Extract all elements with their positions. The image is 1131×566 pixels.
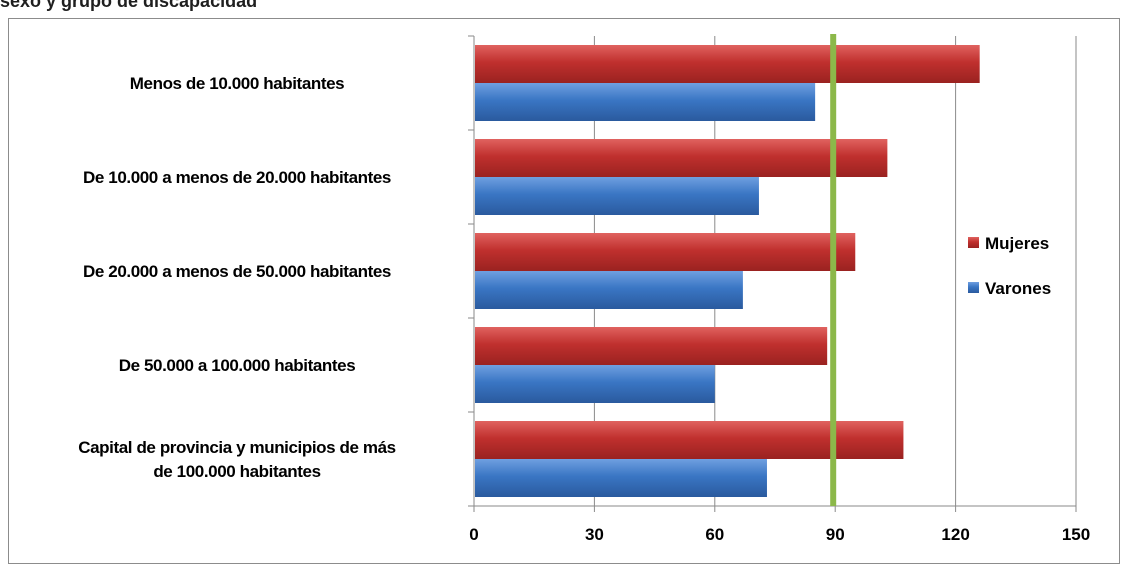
bar-mujeres-1 xyxy=(475,139,888,177)
x-tick-label: 120 xyxy=(941,525,969,544)
category-label: Capital de provincia y municipios de más xyxy=(78,438,395,457)
bars xyxy=(475,45,980,497)
legend-swatch-varones xyxy=(968,282,979,293)
legend-label-varones: Varones xyxy=(985,279,1051,298)
bar-mujeres-4 xyxy=(475,421,904,459)
category-label: de 100.000 habitantes xyxy=(153,462,320,481)
category-label: De 10.000 a menos de 20.000 habitantes xyxy=(83,168,391,187)
category-label: Menos de 10.000 habitantes xyxy=(130,74,344,93)
legend-label-mujeres: Mujeres xyxy=(985,234,1049,253)
x-tick-label: 150 xyxy=(1062,525,1090,544)
x-tick-label: 30 xyxy=(585,525,604,544)
bar-varones-4 xyxy=(475,459,767,497)
x-tick-label: 0 xyxy=(469,525,478,544)
axes xyxy=(468,35,1077,512)
bar-varones-3 xyxy=(475,365,715,403)
x-tick-label: 90 xyxy=(826,525,845,544)
bar-mujeres-0 xyxy=(475,45,980,83)
legend: Mujeres Varones xyxy=(968,234,1051,298)
chart-title: sexo y grupo de discapacidad xyxy=(0,0,258,11)
bar-varones-2 xyxy=(475,271,743,309)
bar-mujeres-2 xyxy=(475,233,856,271)
bar-varones-0 xyxy=(475,83,816,121)
x-tick-label: 60 xyxy=(705,525,724,544)
labels: 0 30 60 90 120 150 Menos de 10.000 habitantes D… xyxy=(78,74,1090,544)
category-label: De 20.000 a menos de 50.000 habitantes xyxy=(83,262,391,281)
bar-mujeres-3 xyxy=(475,327,828,365)
category-label: De 50.000 a 100.000 habitantes xyxy=(119,356,356,375)
legend-swatch-mujeres xyxy=(968,237,979,248)
bar-varones-1 xyxy=(475,177,759,215)
